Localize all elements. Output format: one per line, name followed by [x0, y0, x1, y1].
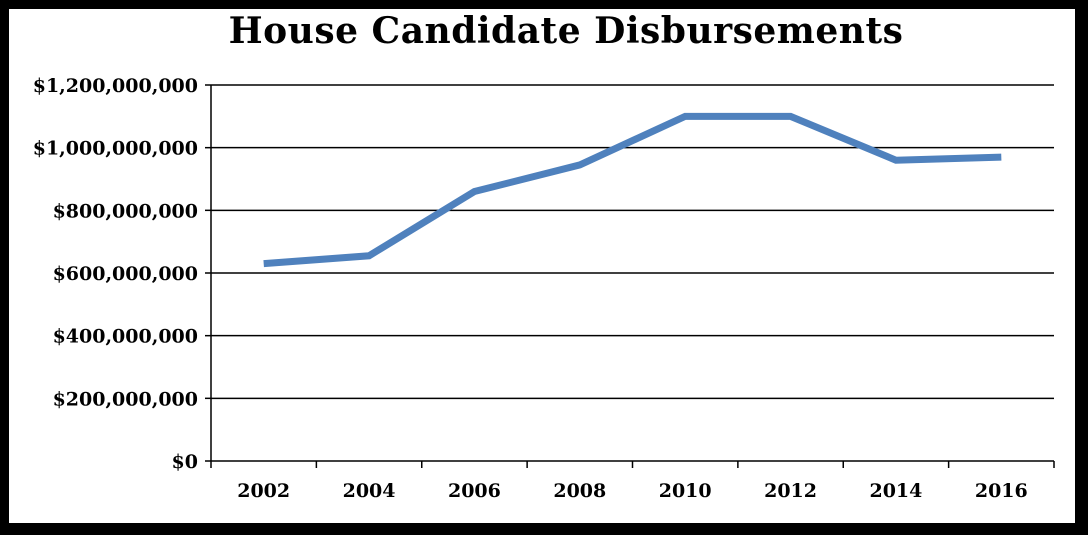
x-tick-label: 2010	[659, 480, 712, 502]
y-tick-label: $400,000,000	[53, 326, 198, 348]
x-tick-label: 2002	[237, 480, 290, 502]
x-tick-label: 2012	[764, 480, 817, 502]
x-tick-label: 2014	[869, 480, 922, 502]
x-tick-label: 2008	[553, 480, 606, 502]
series-layer	[263, 112, 1002, 268]
x-tick-label: 2016	[975, 480, 1028, 502]
axes	[205, 84, 1055, 468]
gridlines	[211, 84, 1054, 400]
x-tick-label: 2004	[343, 480, 396, 502]
y-tick-label: $1,000,000,000	[33, 138, 198, 160]
y-tick-label: $600,000,000	[53, 263, 198, 285]
series-line	[263, 112, 1002, 268]
x-tick-label: 2006	[448, 480, 501, 502]
y-tick-label: $800,000,000	[53, 200, 198, 222]
y-tick-label: $1,200,000,000	[33, 75, 198, 97]
x-axis-tick-labels: 2002 2004 2006 2008 2010 2012 2014 2016	[237, 480, 1028, 502]
y-tick-label: $200,000,000	[53, 388, 198, 410]
y-axis-tick-labels: $0 $200,000,000 $400,000,000 $600,000,000 $8…	[33, 75, 198, 473]
chart-frame	[9, 9, 1075, 523]
chart-title: House Candidate Disbursements	[228, 10, 904, 52]
y-tick-label: $0	[172, 451, 198, 473]
